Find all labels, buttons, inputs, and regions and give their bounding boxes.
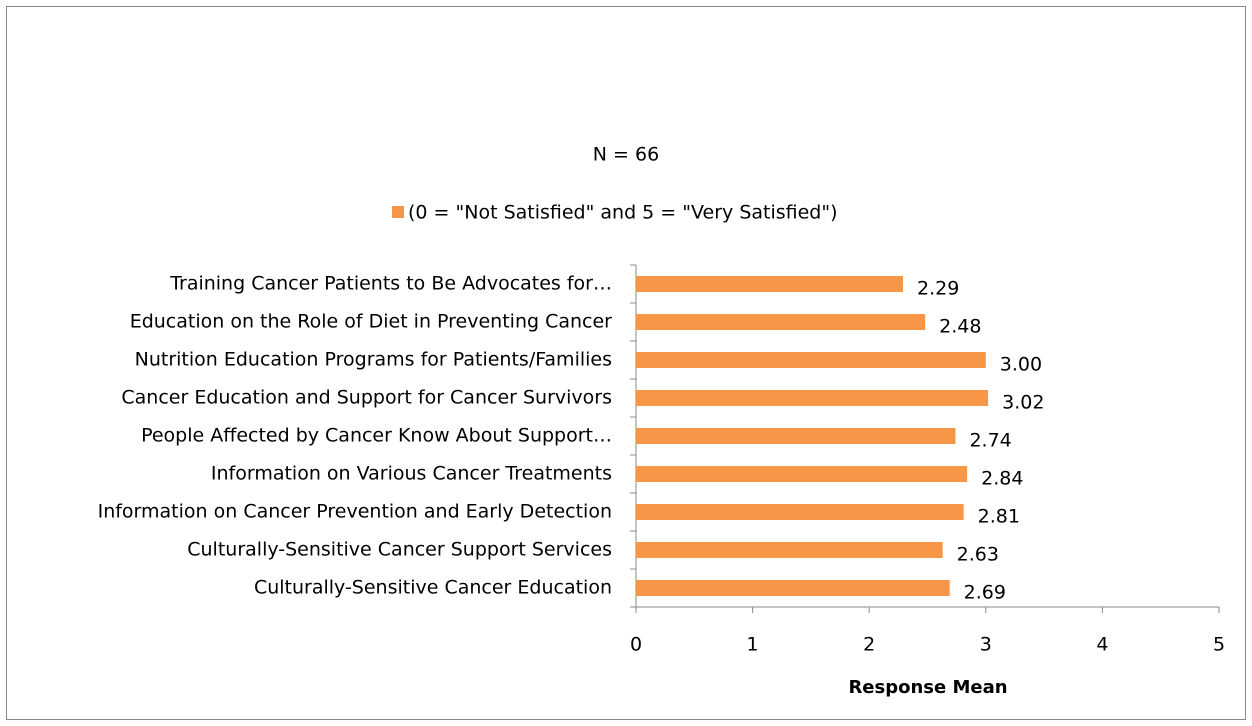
x-tick-label: 2 bbox=[863, 634, 875, 656]
bar bbox=[636, 580, 950, 596]
chart-border bbox=[6, 6, 1246, 720]
bar bbox=[636, 466, 968, 482]
x-tick-label: 3 bbox=[980, 634, 992, 656]
data-label: 2.29 bbox=[917, 278, 959, 300]
x-tick-label: 5 bbox=[1213, 634, 1225, 656]
data-label: 2.63 bbox=[957, 544, 999, 566]
data-label: 2.48 bbox=[939, 316, 981, 338]
y-tick-label: Cancer Education and Support for Cancer … bbox=[121, 387, 612, 409]
data-label: 3.02 bbox=[1002, 392, 1044, 414]
data-label: 2.69 bbox=[964, 582, 1006, 604]
bar bbox=[636, 504, 964, 520]
bar bbox=[636, 352, 986, 368]
y-tick-label: Education on the Role of Diet in Prevent… bbox=[130, 311, 612, 333]
y-tick-label: People Affected by Cancer Know About Sup… bbox=[141, 425, 612, 447]
x-tick-label: 1 bbox=[747, 634, 759, 656]
x-axis-title: Response Mean bbox=[848, 677, 1007, 698]
bar bbox=[636, 428, 956, 444]
data-label: 3.00 bbox=[1000, 354, 1042, 376]
data-label: 2.81 bbox=[978, 506, 1020, 528]
chart-title: N = 66 bbox=[593, 144, 659, 166]
y-tick-label: Training Cancer Patients to Be Advocates… bbox=[169, 273, 612, 295]
data-label: 2.84 bbox=[981, 468, 1023, 490]
data-label: 2.74 bbox=[969, 430, 1011, 452]
legend-swatch bbox=[392, 206, 404, 218]
y-tick-label: Information on Cancer Prevention and Ear… bbox=[98, 501, 612, 523]
legend-label: (0 = "Not Satisfied" and 5 = "Very Satis… bbox=[408, 202, 838, 224]
y-tick-label: Culturally-Sensitive Cancer Education bbox=[254, 577, 612, 599]
y-tick-label: Information on Various Cancer Treatments bbox=[211, 463, 612, 485]
x-tick-label: 0 bbox=[630, 634, 642, 656]
bar bbox=[636, 390, 989, 406]
y-tick-label: Culturally-Sensitive Cancer Support Serv… bbox=[187, 539, 612, 561]
x-tick-label: 4 bbox=[1096, 634, 1108, 656]
bar bbox=[636, 542, 943, 558]
bar bbox=[636, 276, 904, 292]
y-tick-label: Nutrition Education Programs for Patient… bbox=[135, 349, 612, 371]
bar bbox=[636, 314, 926, 330]
